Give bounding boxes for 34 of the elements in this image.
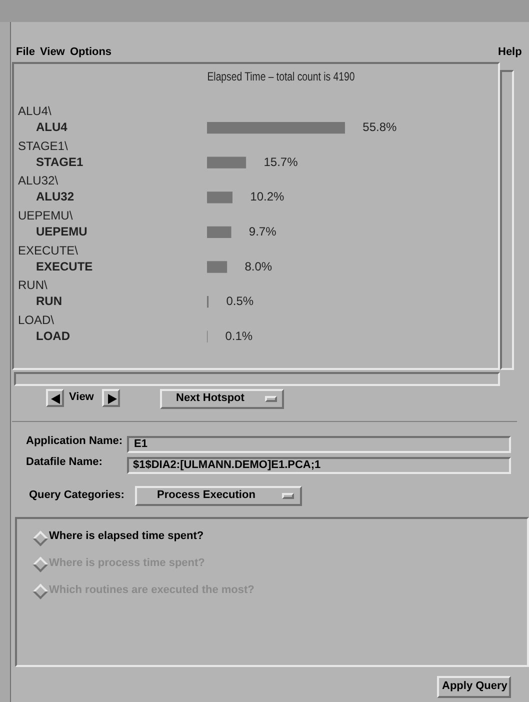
data-label: 8.0%: [244, 259, 272, 274]
text: Next Hotspot: [176, 392, 244, 404]
bar: [207, 261, 228, 273]
data-label: 10.2%: [250, 190, 285, 204]
text: E1: [134, 438, 148, 450]
text: Where is elapsed time spent?: [49, 530, 204, 542]
text: Options: [70, 46, 112, 58]
text: File: [16, 46, 35, 58]
bar: [207, 192, 232, 204]
y-tick-label: LOAD\ LOAD: [18, 312, 70, 343]
data-label: 0.5%: [226, 294, 254, 308]
text: Query Categories:: [29, 489, 124, 501]
text: $1$DIA2:[ULMANN.DEMO]E1.PCA;1: [133, 459, 321, 471]
y-tick-label: EXECUTE\ EXECUTE: [18, 243, 93, 274]
y-tick-label: ALU4\ ALU4: [18, 104, 68, 134]
text: Apply Query: [442, 680, 508, 692]
text: Process Execution: [157, 489, 256, 501]
text: Application Name:: [26, 435, 123, 447]
text: Datafile Name:: [26, 456, 102, 468]
bar: [207, 156, 246, 168]
data-label: 9.7%: [248, 224, 277, 239]
bar: [207, 122, 345, 134]
y-tick-label: ALU32\ ALU32: [18, 174, 74, 204]
text: Help: [498, 46, 522, 58]
text: View: [40, 46, 65, 58]
text: View: [69, 391, 94, 403]
data-label: 0.1%: [225, 328, 253, 343]
y-tick-label: UEPEMU\ UEPEMU: [18, 208, 88, 239]
data-label: 55.8%: [362, 120, 397, 134]
bar: [207, 226, 232, 238]
y-tick-label: STAGE1\ STAGE1: [18, 138, 84, 169]
chart-title: Elapsed Time – total count is 4190: [207, 70, 355, 84]
data-label: 15.7%: [264, 154, 298, 169]
y-tick-label: RUN\ RUN: [18, 278, 62, 308]
